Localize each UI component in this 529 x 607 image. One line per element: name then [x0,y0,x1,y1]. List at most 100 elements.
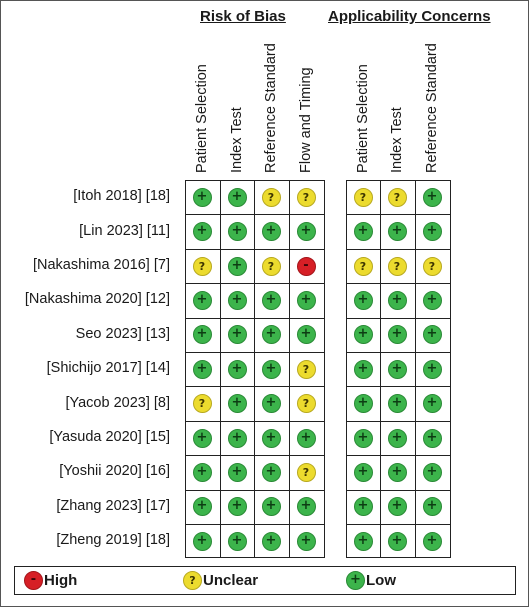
legend-label-unclear: Unclear [203,572,259,589]
study-label: [Yasuda 2020] [15] [49,429,170,445]
grid-row-divider [346,489,451,491]
low-risk-icon: + [346,571,365,590]
study-label: [Itoh 2018] [18] [73,188,170,205]
judgement-dot-low: + [387,428,407,448]
grid-row-divider [346,317,451,319]
judgement-dot-low: + [261,462,281,482]
judgement-dot-low: + [422,497,442,517]
grid-row-divider [185,420,325,422]
judgement-dot-low: + [261,428,281,448]
grid-row-divider [185,489,325,491]
grid-row-divider [185,283,325,285]
judgement-dot-low: + [192,187,212,207]
applicability-grid [346,180,451,558]
grid-column-divider [288,180,290,558]
judgement-dot-low: + [422,187,442,207]
judgement-dot-low: + [353,462,373,482]
judgement-dot-low: + [296,325,316,345]
grid-column-divider [254,180,255,558]
judgement-dot-low: + [387,325,407,345]
study-label: [Yoshii 2020] [16] [59,463,170,480]
grid-row-divider [346,283,451,285]
study-label: [Zhang 2023] [17] [56,497,170,514]
grid-row-divider [185,214,325,216]
judgement-dot-low: + [192,428,212,448]
judgement-dot-low: + [227,428,247,448]
judgement-dot-unclear: ? [296,359,316,379]
judgement-dot-low: + [422,325,442,345]
grid-row-divider [185,248,325,250]
judgement-dot-low: + [192,497,212,517]
grid-row-divider [185,386,325,388]
judgement-dot-low: + [422,531,442,551]
grid-row-divider [346,455,451,457]
study-label: [Shichijo 2017] [14] [46,360,170,377]
grid-row-divider [346,420,451,422]
judgement-dot-low: + [192,222,212,242]
judgement-dot-unclear: ? [353,256,373,276]
judgement-dot-low: + [192,359,212,379]
grid-column-divider [414,180,416,558]
judgement-dot-low: + [387,290,407,310]
legend: - High ? Unclear + Low [14,566,516,595]
study-label: [Lin 2023] [11] [79,222,170,239]
judgement-dot-low: + [422,428,442,448]
judgement-dot-unclear: ? [192,256,212,276]
judgement-dot-low: + [261,531,281,551]
judgement-dot-low: + [261,394,281,414]
judgement-dot-low: + [387,531,407,551]
judgement-dot-low: + [387,462,407,482]
judgement-dot-low: + [387,359,407,379]
judgement-dot-low: + [192,462,212,482]
column-label: Reference Standard [263,43,279,173]
judgement-dot-low: + [227,290,247,310]
study-label: [Zheng 2019] [18] [56,532,170,549]
column-label: Reference Standard [424,43,440,173]
unclear-risk-icon: ? [183,571,202,590]
study-label: [Nakashima 2016] [7] [32,257,170,273]
column-label: Index Test [389,107,405,173]
risk-of-bias-header: Risk of Bias [200,8,286,25]
judgement-dot-low: + [261,325,281,345]
judgement-dot-low: + [387,222,407,242]
judgement-dot-low: + [261,497,281,517]
risk-of-bias-grid [185,180,325,558]
legend-label-low: Low [366,572,396,589]
judgement-dot-low: + [261,359,281,379]
judgement-dot-unclear: ? [422,256,442,276]
judgement-dot-low: + [227,462,247,482]
judgement-dot-low: + [227,325,247,345]
judgement-dot-low: + [227,256,247,276]
judgement-dot-low: + [227,497,247,517]
judgement-dot-low: + [261,290,281,310]
judgement-dot-low: + [227,394,247,414]
judgement-dot-low: + [296,497,316,517]
judgement-dot-low: + [296,222,316,242]
study-label: [Nakashima 2020] [12] [24,291,170,308]
judgement-dot-low: + [296,531,316,551]
grid-row-divider [185,352,325,353]
judgement-dot-unclear: ? [387,187,407,207]
judgement-dot-unclear: ? [353,187,373,207]
judgement-dot-high: - [296,256,316,276]
study-label: [Yacob 2023] [8] [65,394,170,411]
judgement-dot-low: + [192,290,212,310]
grid-row-divider [346,214,451,216]
judgement-dot-unclear: ? [296,187,316,207]
judgement-dot-low: + [261,222,281,242]
applicability-concerns-header: Applicability Concerns [328,8,491,25]
judgement-dot-low: + [192,325,212,345]
column-label: Index Test [229,107,245,173]
judgement-dot-low: + [296,290,316,310]
judgement-dot-unclear: ? [192,394,212,414]
grid-row-divider [185,455,325,457]
judgement-dot-unclear: ? [261,256,281,276]
grid-column-divider [380,180,381,558]
judgement-dot-low: + [353,531,373,551]
judgement-dot-low: + [353,497,373,517]
judgement-dot-low: + [353,359,373,379]
judgement-dot-low: + [387,394,407,414]
judgement-dot-unclear: ? [296,462,316,482]
judgement-dot-low: + [353,428,373,448]
